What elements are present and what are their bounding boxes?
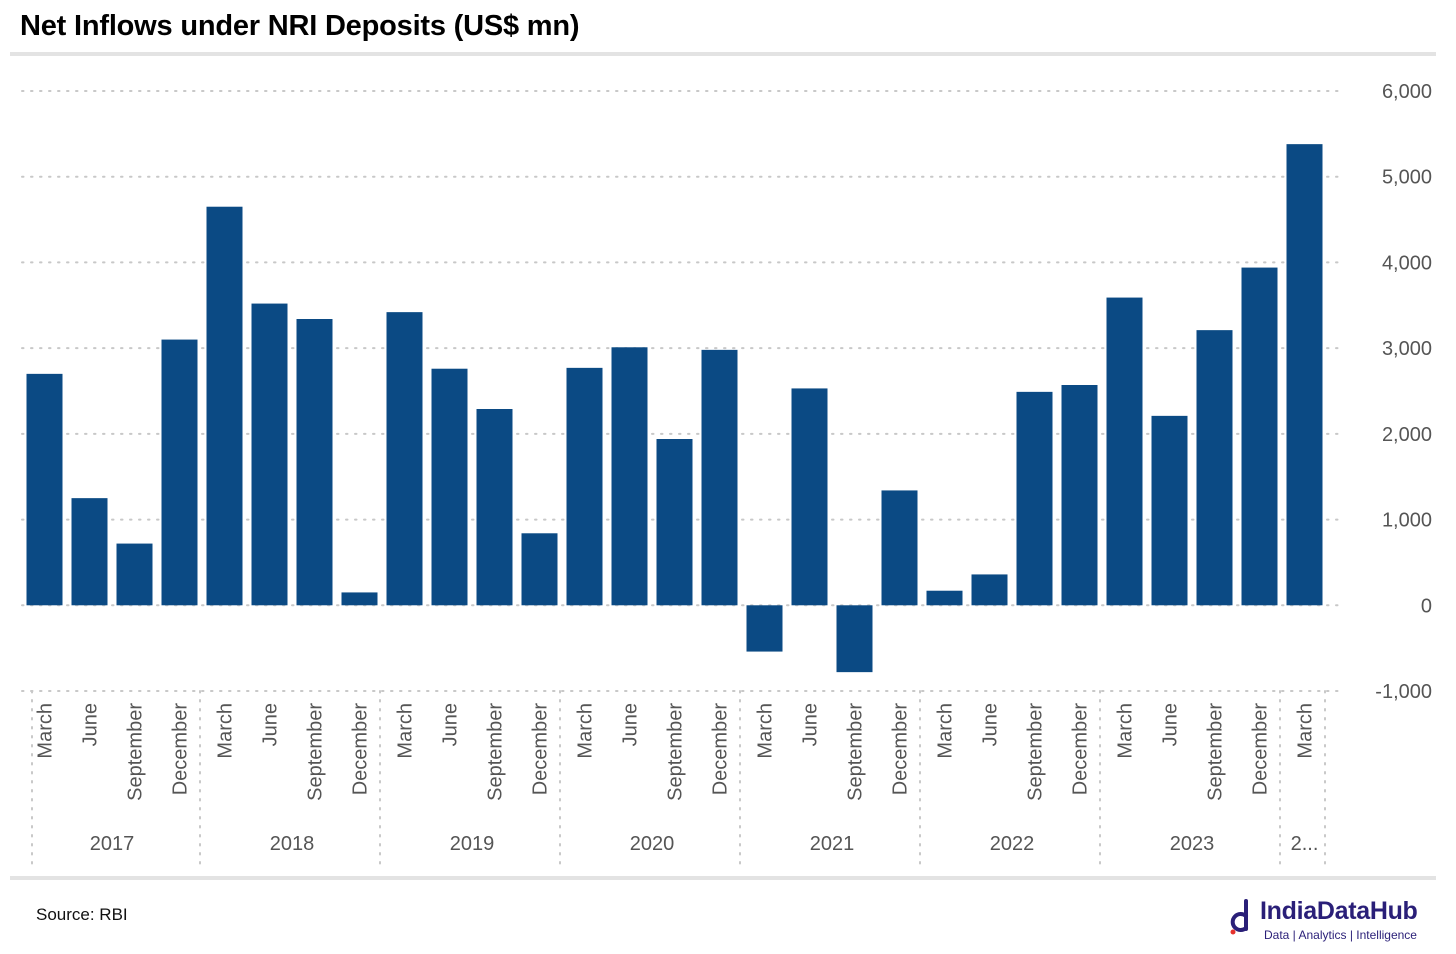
brand-name: IndiaDataHub [1260,897,1418,925]
year-label: 2021 [810,833,855,855]
bar [1241,267,1278,606]
bar [476,409,513,606]
category-label: March [1295,703,1317,759]
bar [926,590,963,606]
bar [1196,330,1233,606]
footer-divider [10,876,1436,880]
bar [836,605,873,673]
category-label: June [1160,703,1182,746]
bar [1016,391,1053,606]
category-label: December [1070,703,1092,796]
brand-tagline: Data | Analytics | Intelligence [1264,928,1417,942]
category-label: March [215,703,237,759]
year-label: 2022 [990,833,1035,855]
category-label: March [35,703,57,759]
category-label: June [80,703,102,746]
chart-title: Net Inflows under NRI Deposits (US$ mn) [20,10,580,42]
bar [1151,415,1188,606]
category-label: September [485,703,507,801]
y-tick-label: 1,000 [1382,510,1432,532]
category-label: September [125,703,147,801]
bar [161,339,198,606]
year-label: 2019 [450,833,495,855]
logo-icon [1230,899,1248,935]
bar [341,592,378,606]
category-label: March [575,703,597,759]
bar [116,543,153,606]
category-label: June [980,703,1002,746]
bar [971,574,1008,606]
y-axis-ticks: 6,000 5,000 4,000 3,000 2,000 1,000 0 -1,000 [1375,81,1432,703]
year-label: 2018 [270,833,315,855]
bar [881,490,918,606]
year-label: 2023 [1170,833,1215,855]
category-label: June [440,703,462,746]
category-label: September [1205,703,1227,801]
year-label: 2017 [90,833,135,855]
bar [701,349,738,606]
category-label: September [845,703,867,801]
y-tick-label: 0 [1421,595,1432,617]
category-label: December [350,703,372,796]
category-label: March [1115,703,1137,759]
brand-logo: IndiaDataHub Data | Analytics | Intellig… [1228,896,1438,946]
bar [1286,144,1323,606]
y-tick-label: 5,000 [1382,167,1432,189]
year-label: 2... [1291,833,1319,855]
y-tick-label: 4,000 [1382,252,1432,274]
category-label: September [665,703,687,801]
bar [1106,297,1143,606]
bar [26,373,63,606]
year-label: 2020 [630,833,675,855]
bar [296,319,333,606]
y-tick-label: 6,000 [1382,81,1432,103]
category-label: December [710,703,732,796]
bar-chart: 6,000 5,000 4,000 3,000 2,000 1,000 0 -1,000 Ma… [21,81,1432,867]
bar [656,439,693,606]
bar [791,388,828,606]
category-label: September [305,703,327,801]
bars [26,144,1323,673]
bar [206,206,243,606]
bar [1061,385,1098,606]
category-label: December [890,703,912,796]
category-label: March [755,703,777,759]
category-label: December [530,703,552,796]
bar [521,533,558,606]
y-tick-label: 2,000 [1382,424,1432,446]
category-label: September [1025,703,1047,801]
x-axis: March June September December March June Septe… [31,690,1326,867]
y-tick-label: 3,000 [1382,338,1432,360]
bar [386,312,423,606]
source-note: Source: RBI [36,905,128,924]
category-label: March [935,703,957,759]
category-label: June [800,703,822,746]
y-tick-label: -1,000 [1375,681,1432,703]
category-label: December [1250,703,1272,796]
bar [71,498,108,606]
category-label: March [395,703,417,759]
bar [431,368,468,606]
category-label: June [260,703,282,746]
bar [566,367,603,606]
bar [611,347,648,606]
title-divider [10,52,1436,56]
category-label: December [170,703,192,796]
bar [251,303,288,606]
category-label: June [620,703,642,746]
bar [746,605,783,652]
